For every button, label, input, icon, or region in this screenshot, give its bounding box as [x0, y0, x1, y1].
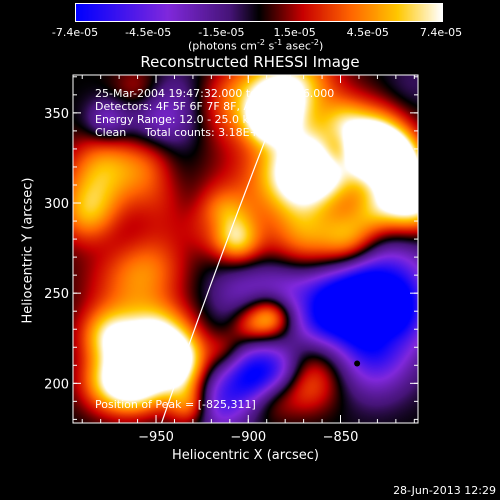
- y-axis-label: Heliocentric Y (arcsec): [20, 177, 36, 324]
- colorbar-tick-label: -4.5e-05: [125, 26, 172, 39]
- colorbar-tick-label: 1.5e-05: [273, 26, 316, 39]
- chart-title: Reconstructed RHESSI Image: [140, 53, 360, 71]
- colorbar-tick-label: 7.4e-05: [419, 26, 463, 39]
- colorbar-tick-label: -1.5e-05: [198, 26, 245, 39]
- clean-annotation: Clean: [95, 126, 127, 139]
- x-tick-label: −950: [138, 430, 174, 445]
- colorbar-unit-label: (photons cm-2 s-1 asec-2): [188, 38, 324, 53]
- heatmap-image: [73, 75, 418, 423]
- time-range-annotation: 25-Mar-2004 19:47:32.000 to 19:53:26.000: [95, 87, 335, 100]
- peak-position-annotation: Position of Peak = [-825,311]: [95, 398, 256, 411]
- x-tick-label: −900: [230, 430, 266, 445]
- solar-limb-line: [160, 74, 292, 424]
- x-tick-label: −850: [323, 430, 359, 445]
- colorbar: [75, 3, 443, 22]
- detectors-annotation: Detectors: 4F 5F 6F 7F 8F, Att 0: [95, 100, 270, 113]
- plot-frame: [72, 74, 419, 424]
- colorbar-tick-label: 4.5e-05: [346, 26, 389, 39]
- y-tick-label: 250: [44, 287, 69, 302]
- colorbar-tick-label: -7.4e-05: [51, 26, 99, 39]
- y-tick-label: 350: [44, 107, 69, 122]
- peak-marker: [354, 360, 361, 367]
- total-counts-annotation: Total counts: 3.18E+03: [145, 126, 273, 139]
- x-axis-label: Heliocentric X (arcsec): [172, 448, 319, 463]
- y-tick-label: 300: [44, 197, 69, 212]
- energy-annotation: Energy Range: 12.0 - 25.0 keV: [95, 113, 263, 126]
- footer-date: 28-Jun-2013 12:29: [393, 484, 496, 497]
- y-tick-label: 200: [44, 377, 69, 392]
